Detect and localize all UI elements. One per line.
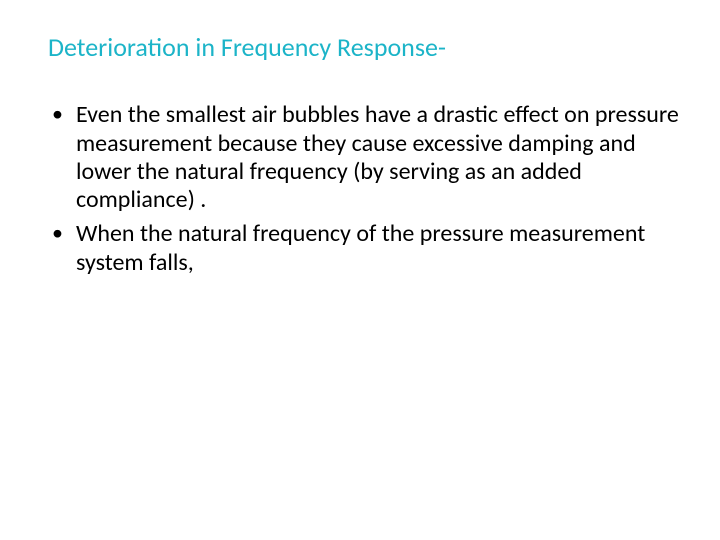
list-item: Even the smallest air bubbles have a dra… xyxy=(48,101,680,214)
slide-title: Deterioration in Frequency Response- xyxy=(48,32,680,63)
list-item: When the natural frequency of the pressu… xyxy=(48,220,680,277)
bullet-text: Even the smallest air bubbles have a dra… xyxy=(76,100,679,214)
slide: Deterioration in Frequency Response- Eve… xyxy=(0,0,720,540)
bullet-list: Even the smallest air bubbles have a dra… xyxy=(48,101,680,277)
bullet-text: When the natural frequency of the pressu… xyxy=(76,219,645,276)
